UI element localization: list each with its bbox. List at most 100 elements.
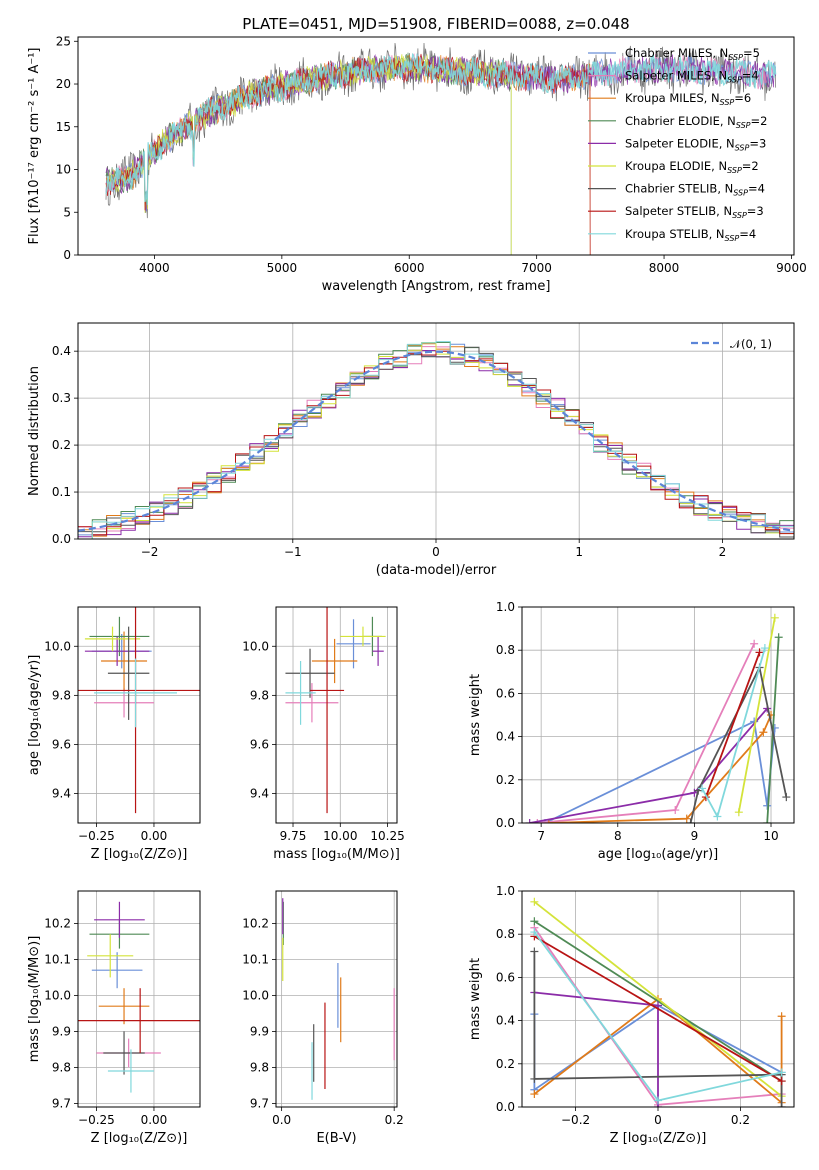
weight-point-marker [533, 819, 542, 823]
x-tick-label: 8000 [649, 261, 680, 275]
y-tick-label: 5 [63, 205, 71, 219]
weight-point-marker [530, 1090, 539, 1099]
weight-point-marker [530, 928, 539, 937]
legend-text: Kroupa STELIB, N [625, 227, 725, 241]
legend-tail: =5 [743, 46, 760, 60]
weight-point-marker [530, 917, 539, 926]
legend-subscript: SSP [735, 143, 750, 152]
legend-subscript: SSP [732, 211, 747, 220]
weight-point-marker [759, 728, 768, 737]
y-tick-label: 0.0 [52, 532, 71, 546]
axes-frame [77, 36, 795, 256]
y-tick-label: 1.0 [496, 600, 515, 614]
legend-tail: =2 [751, 114, 768, 128]
legend-subscript: SSP [727, 166, 742, 175]
weight-point-marker [777, 1012, 786, 1021]
weight-point-marker [750, 639, 759, 648]
weight-point-marker [654, 1096, 662, 1105]
legend-entry: Chabrier STELIB, NSSP=4 [625, 182, 765, 198]
y-tick-label: 0.8 [496, 927, 515, 941]
errorbars-mass-vs-Z [78, 901, 200, 1093]
y-tick-label: 9.6 [52, 737, 71, 751]
y-tick-label: 10.0 [242, 639, 269, 653]
x-tick-label: −0.2 [561, 1113, 590, 1127]
legend: Chabrier MILES, N SSP =5 Salpeter MILES, NS… [588, 46, 767, 243]
y-tick-label: 0.4 [52, 344, 71, 358]
axes-residuals: −2 −1 0 1 2 0.0 0.1 0.2 0.3 0.4 (data-model)/error… [27, 323, 794, 578]
x-tick-label: 5000 [267, 261, 298, 275]
x-tick-label: 7 [537, 829, 545, 843]
weight-point-marker [774, 633, 783, 642]
weight-point-marker [763, 819, 772, 823]
y-axis-label: age [log₁₀(age/yr)] [27, 655, 42, 776]
weight-point-marker [734, 808, 743, 817]
axes-frame [77, 322, 795, 540]
x-tick-label: 0 [654, 1113, 662, 1127]
y-tick-label: 15 [56, 120, 71, 134]
spectrum-series-line [105, 52, 777, 206]
weight-point-marker [755, 648, 764, 657]
x-tick-label: 9000 [776, 261, 807, 275]
legend-tail: =6 [734, 91, 751, 105]
spectrum-series-line [105, 54, 777, 212]
y-tick-label: 0.0 [496, 816, 515, 830]
axes-frame [521, 890, 795, 1108]
errorbars-age-vs-mass [285, 607, 386, 814]
weight-series-line [537, 643, 756, 823]
y-tick-label: 0.4 [496, 730, 515, 744]
x-tick-label: 7000 [521, 261, 552, 275]
legend-subscript: SSP [736, 121, 751, 130]
legend-tail: =4 [739, 227, 756, 241]
legend-text: Kroupa ELODIE, N [625, 159, 727, 173]
x-tick-label: 4000 [139, 261, 170, 275]
y-tick-label: 25 [56, 34, 71, 48]
weight-point-marker [777, 1068, 786, 1077]
y-tick-label: 20 [56, 77, 71, 91]
weight-point-marker [782, 793, 791, 802]
weight-series-line [533, 901, 783, 1097]
weight-series-line [548, 714, 772, 823]
weight-point-marker [530, 947, 539, 956]
y-tick-label: 0.6 [496, 970, 515, 984]
axes-mass-vs-Z: −0.25 0.00 9.7 9.8 9.9 10.0 10.1 10.2 Z [log₁₀(Z… [27, 891, 200, 1146]
y-tick-label: 9.7 [52, 1096, 71, 1110]
weight-point-marker [770, 613, 779, 622]
y-tick-label: 10.1 [242, 952, 269, 966]
x-axis-label: (data-model)/error [376, 563, 497, 578]
weight-point-marker [760, 644, 769, 653]
weight-series-line [533, 997, 783, 1105]
legend-tail: =4 [742, 69, 759, 83]
x-tick-label: 10 [763, 829, 778, 843]
y-tick-label: 0.1 [52, 485, 71, 499]
legend-entry: Kroupa STELIB, NSSP=4 [625, 227, 756, 243]
x-tick-label: 10.25 [370, 829, 404, 843]
chart-title: PLATE=0451, MJD=51908, FIBERID=0088, z=0… [242, 15, 629, 33]
legend-entry: Kroupa ELODIE, NSSP=2 [625, 159, 759, 175]
y-tick-label: 10.1 [44, 952, 71, 966]
x-tick-label: 10.00 [323, 829, 357, 843]
x-axis-label: wavelength [Angstrom, rest frame] [322, 279, 551, 294]
legend-text: Kroupa MILES, N [625, 91, 720, 105]
legend-entry: Kroupa MILES, NSSP=6 [625, 91, 751, 107]
x-tick-label: 0 [432, 545, 440, 559]
legend-tail: =3 [749, 136, 766, 150]
y-tick-label: 10.0 [242, 988, 269, 1002]
weight-point-marker [777, 1103, 786, 1107]
lines-massweight-vs-age [525, 613, 791, 823]
axes-frame [275, 606, 398, 824]
weight-series-line [534, 991, 659, 1107]
lines-massweight-vs-Z [530, 897, 786, 1107]
spectrum-lines [105, 42, 777, 255]
legend-entry: Salpeter MILES, NSSP=4 [625, 69, 759, 85]
x-tick-label: −0.25 [78, 829, 115, 843]
y-tick-label: 9.8 [52, 1060, 71, 1074]
legend-text: Salpeter STELIB, N [625, 204, 732, 218]
x-tick-label: −2 [141, 545, 159, 559]
x-tick-label: 0.00 [141, 1113, 168, 1127]
legend-text: Chabrier MILES, N [625, 46, 728, 60]
legend-entry: 𝒩(0, 1) [730, 337, 772, 351]
weight-point-marker [682, 814, 691, 823]
weight-series-line [533, 951, 783, 1107]
weight-point-marker [698, 784, 707, 793]
legend-entry: Chabrier ELODIE, NSSP=2 [625, 114, 767, 130]
